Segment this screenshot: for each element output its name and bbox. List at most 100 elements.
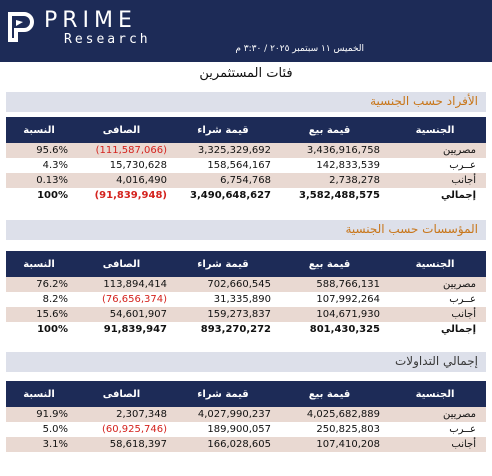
table-row: 15.6% 54,601,907 159,273,837 104,671,930… <box>6 307 486 322</box>
col-header-net: الصافى <box>72 117 171 143</box>
section-title: المؤسسات حسب الجنسية <box>345 222 479 236</box>
nationality-cell: عــرب <box>384 292 486 307</box>
net-cell: 4,016,490 <box>72 173 171 188</box>
net-cell: 58,618,397 <box>72 437 171 452</box>
col-header-pct: النسبة <box>6 381 72 407</box>
pct-cell: 95.6% <box>6 143 72 158</box>
pct-cell: 4.3% <box>6 158 72 173</box>
col-header-sell: قيمة بيع <box>275 381 384 407</box>
pct-cell: 0.13% <box>6 173 72 188</box>
net-cell: 2,307,348 <box>72 407 171 422</box>
col-header-sell: قيمة بيع <box>275 251 384 277</box>
col-header-pct: النسبة <box>6 117 72 143</box>
col-header-net: الصافى <box>72 251 171 277</box>
buy-cell: 4,027,990,237 <box>171 407 275 422</box>
table-row: 8.2% (76,656,374) 31,335,890 107,992,264… <box>6 292 486 307</box>
sell-cell: 2,738,278 <box>275 173 384 188</box>
buy-cell: 31,335,890 <box>171 292 275 307</box>
section-title: الأفراد حسب الجنسية <box>370 94 478 108</box>
buy-cell: 159,273,837 <box>171 307 275 322</box>
header-banner: PRIME Research الخميس ١١ سبتمبر ٢٠٢٥ / ٣… <box>0 0 492 62</box>
net-cell: 91,839,947 <box>72 322 171 337</box>
nationality-cell: أجانب <box>384 173 486 188</box>
table-total-row: 100% (91,839,948) 3,490,648,627 3,582,48… <box>6 188 486 203</box>
sell-cell: 588,766,131 <box>275 277 384 292</box>
col-header-buy: قيمة شراء <box>171 381 275 407</box>
nationality-cell: مصريين <box>384 277 486 292</box>
individuals-table: النسبة الصافى قيمة شراء قيمة بيع الجنسية… <box>6 117 486 203</box>
col-header-nationality: الجنسية <box>384 117 486 143</box>
prime-logo-icon <box>8 12 34 42</box>
buy-cell: 158,564,167 <box>171 158 275 173</box>
table-row: 0.13% 4,016,490 6,754,768 2,738,278 أجان… <box>6 173 486 188</box>
table-row: 5.0% (60,925,746) 189,900,057 250,825,80… <box>6 422 486 437</box>
table-row: 91.9% 2,307,348 4,027,990,237 4,025,682,… <box>6 407 486 422</box>
table-row: 76.2% 113,894,414 702,660,545 588,766,13… <box>6 277 486 292</box>
total-trading-table: النسبة الصافى قيمة شراء قيمة بيع الجنسية… <box>6 381 486 452</box>
col-header-pct: النسبة <box>6 251 72 277</box>
pct-cell: 8.2% <box>6 292 72 307</box>
sell-cell: 104,671,930 <box>275 307 384 322</box>
pct-cell: 76.2% <box>6 277 72 292</box>
table-row: 95.6% (111,587,066) 3,325,329,692 3,436,… <box>6 143 486 158</box>
table-total-row: 100% 91,839,947 893,270,272 801,430,325 … <box>6 322 486 337</box>
nationality-cell: إجمالي <box>384 322 486 337</box>
table-row: 3.1% 58,618,397 166,028,605 107,410,208 … <box>6 437 486 452</box>
col-header-net: الصافى <box>72 381 171 407</box>
nationality-cell: مصريين <box>384 143 486 158</box>
buy-cell: 3,490,648,627 <box>171 188 275 203</box>
table-row: 4.3% 15,730,628 158,564,167 142,833,539 … <box>6 158 486 173</box>
table-header-row: النسبة الصافى قيمة شراء قيمة بيع الجنسية <box>6 117 486 143</box>
sell-cell: 142,833,539 <box>275 158 384 173</box>
section-header-individuals: الأفراد حسب الجنسية <box>6 92 486 112</box>
net-cell: (60,925,746) <box>72 422 171 437</box>
table-header-row: النسبة الصافى قيمة شراء قيمة بيع الجنسية <box>6 381 486 407</box>
col-header-sell: قيمة بيع <box>275 117 384 143</box>
institutions-table: النسبة الصافى قيمة شراء قيمة بيع الجنسية… <box>6 251 486 337</box>
pct-cell: 5.0% <box>6 422 72 437</box>
sell-cell: 250,825,803 <box>275 422 384 437</box>
sell-cell: 107,992,264 <box>275 292 384 307</box>
nationality-cell: عــرب <box>384 158 486 173</box>
pct-cell: 15.6% <box>6 307 72 322</box>
sell-cell: 4,025,682,889 <box>275 407 384 422</box>
pct-cell: 3.1% <box>6 437 72 452</box>
section-header-institutions: المؤسسات حسب الجنسية <box>6 220 486 240</box>
brand-name: PRIME <box>44 8 137 33</box>
brand-subtitle: Research <box>64 32 151 47</box>
section-header-total-trading: إجمالي التداولات <box>6 352 486 372</box>
pct-cell: 100% <box>6 322 72 337</box>
col-header-nationality: الجنسية <box>384 251 486 277</box>
sell-cell: 801,430,325 <box>275 322 384 337</box>
col-header-buy: قيمة شراء <box>171 117 275 143</box>
buy-cell: 166,028,605 <box>171 437 275 452</box>
col-header-buy: قيمة شراء <box>171 251 275 277</box>
net-cell: 113,894,414 <box>72 277 171 292</box>
nationality-cell: أجانب <box>384 437 486 452</box>
buy-cell: 6,754,768 <box>171 173 275 188</box>
net-cell: (91,839,948) <box>72 188 171 203</box>
net-cell: 54,601,907 <box>72 307 171 322</box>
nationality-cell: عــرب <box>384 422 486 437</box>
page-title: فئات المستثمرين <box>199 66 293 81</box>
sell-cell: 107,410,208 <box>275 437 384 452</box>
buy-cell: 189,900,057 <box>171 422 275 437</box>
nationality-cell: أجانب <box>384 307 486 322</box>
report-date: الخميس ١١ سبتمبر ٢٠٢٥ / ٣:٣٠ م <box>235 44 364 54</box>
nationality-cell: مصريين <box>384 407 486 422</box>
sell-cell: 3,582,488,575 <box>275 188 384 203</box>
pct-cell: 100% <box>6 188 72 203</box>
pct-cell: 91.9% <box>6 407 72 422</box>
col-header-nationality: الجنسية <box>384 381 486 407</box>
sell-cell: 3,436,916,758 <box>275 143 384 158</box>
buy-cell: 3,325,329,692 <box>171 143 275 158</box>
buy-cell: 702,660,545 <box>171 277 275 292</box>
table-header-row: النسبة الصافى قيمة شراء قيمة بيع الجنسية <box>6 251 486 277</box>
section-title: إجمالي التداولات <box>395 354 478 368</box>
net-cell: 15,730,628 <box>72 158 171 173</box>
nationality-cell: إجمالي <box>384 188 486 203</box>
buy-cell: 893,270,272 <box>171 322 275 337</box>
net-cell: (76,656,374) <box>72 292 171 307</box>
net-cell: (111,587,066) <box>72 143 171 158</box>
